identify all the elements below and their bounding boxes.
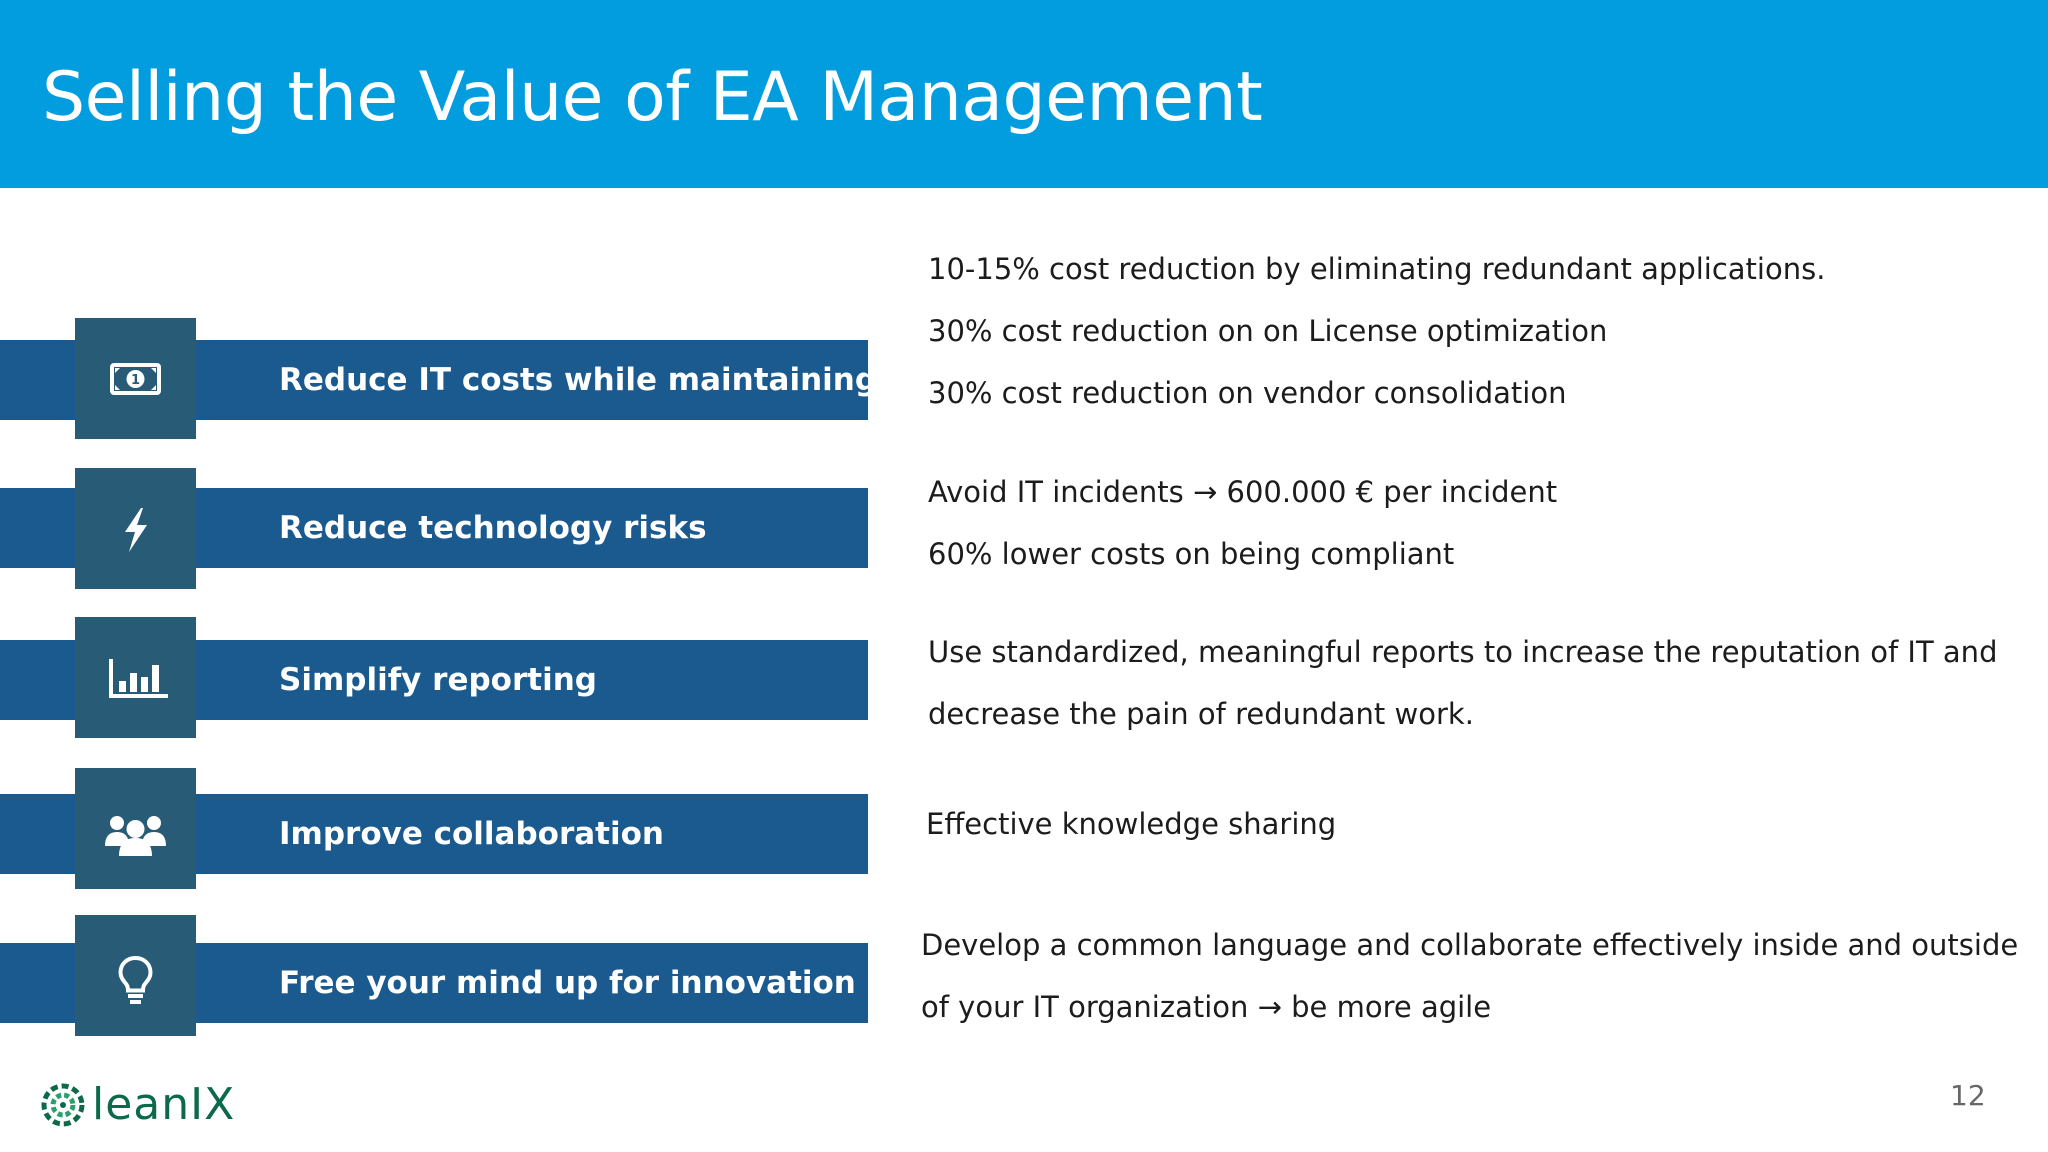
detail-risk-1: Avoid IT incidents → 600.000 € per incid… (928, 475, 1558, 509)
money-icon: 1 (75, 318, 196, 439)
detail-cost-2: 30% cost reduction on on License optimiz… (928, 314, 1608, 348)
benefit-label-risk: Reduce technology risks (279, 510, 707, 546)
detail-cost-1: 10-15% cost reduction by eliminating red… (928, 252, 1826, 286)
detail-collaboration-1: Effective knowledge sharing (926, 807, 1337, 841)
benefit-label-collaboration: Improve collaboration (279, 816, 664, 852)
svg-text:1: 1 (131, 373, 140, 388)
detail-cost-3: 30% cost reduction on vendor consolidati… (928, 376, 1567, 410)
benefit-label-innovation: Free your mind up for innovation (279, 965, 856, 1001)
detail-reporting-2: decrease the pain of redundant work. (928, 697, 1474, 731)
page-number: 12 (1950, 1079, 1986, 1112)
leanix-logo-text: leanIX (92, 1079, 236, 1130)
lightning-icon (75, 468, 196, 589)
benefit-label-cost: Reduce IT costs while maintaining qu (279, 362, 868, 398)
leanix-logo: leanIX (38, 1080, 258, 1130)
benefit-label-reporting: Simplify reporting (279, 662, 597, 698)
team-icon (75, 768, 196, 889)
slide-title: Selling the Value of EA Management (42, 58, 1263, 137)
detail-innovation-1: Develop a common language and collaborat… (921, 928, 2019, 962)
bar-chart-icon (75, 617, 196, 738)
slide-header: Selling the Value of EA Management (0, 0, 2048, 188)
leanix-logo-icon (41, 1083, 85, 1127)
detail-reporting-1: Use standardized, meaningful reports to … (928, 635, 1998, 669)
detail-innovation-2: of your IT organization → be more agile (921, 990, 1492, 1024)
lightbulb-icon (75, 915, 196, 1036)
detail-risk-2: 60% lower costs on being compliant (928, 537, 1455, 571)
